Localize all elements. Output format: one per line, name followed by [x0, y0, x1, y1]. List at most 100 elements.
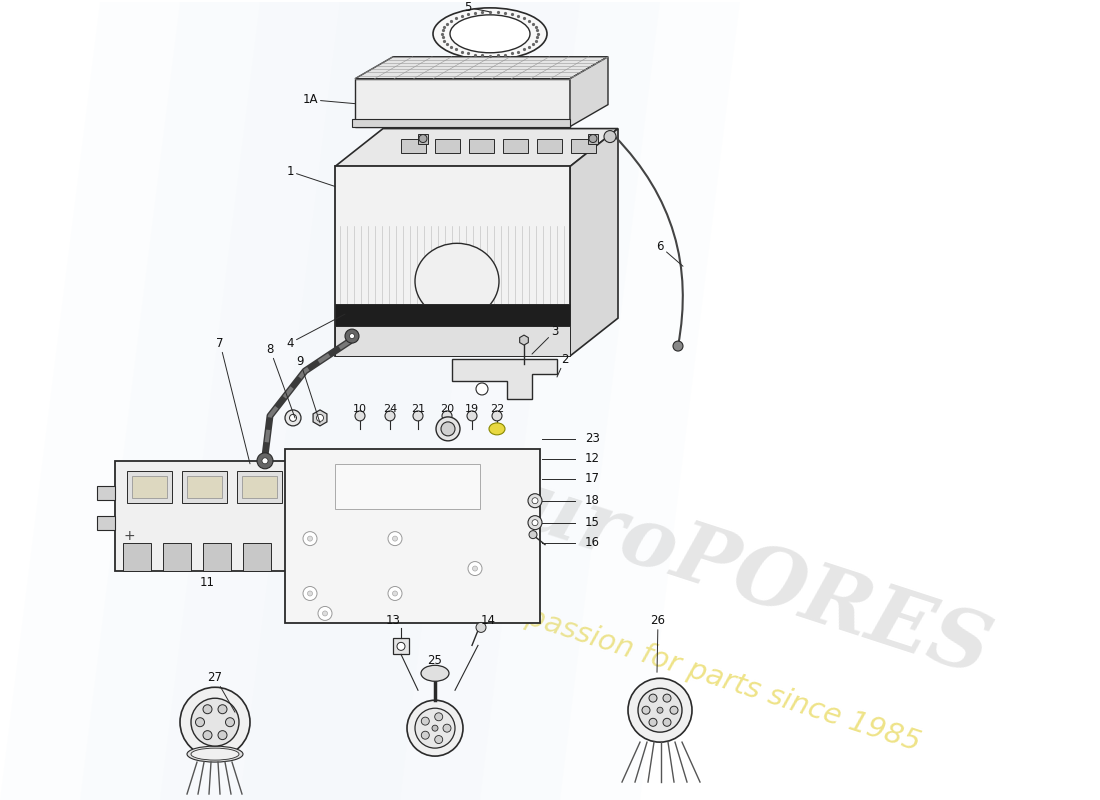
Bar: [571, 138, 596, 153]
Circle shape: [180, 687, 250, 757]
Text: 9: 9: [296, 354, 320, 423]
Bar: [236, 470, 282, 502]
Bar: [336, 304, 570, 326]
Bar: [434, 138, 460, 153]
Circle shape: [432, 725, 438, 731]
Bar: [182, 470, 227, 502]
Circle shape: [226, 718, 234, 726]
Bar: [537, 138, 562, 153]
Bar: [243, 542, 271, 570]
Circle shape: [529, 530, 537, 538]
Circle shape: [528, 494, 542, 508]
Circle shape: [532, 498, 538, 504]
Bar: [116, 461, 300, 570]
Circle shape: [204, 730, 212, 740]
Circle shape: [436, 417, 460, 441]
Circle shape: [670, 706, 678, 714]
Bar: [393, 638, 409, 654]
Text: 21: 21: [411, 404, 425, 414]
Circle shape: [468, 562, 482, 575]
Circle shape: [397, 642, 405, 650]
Text: 8: 8: [266, 342, 295, 418]
Circle shape: [308, 536, 312, 541]
Circle shape: [604, 130, 616, 142]
Circle shape: [412, 411, 424, 421]
Circle shape: [528, 516, 542, 530]
Text: 11: 11: [199, 576, 214, 589]
Ellipse shape: [191, 748, 239, 760]
Bar: [336, 166, 570, 356]
Circle shape: [638, 688, 682, 732]
Bar: [97, 486, 116, 500]
Circle shape: [419, 134, 427, 142]
Circle shape: [443, 724, 451, 732]
Bar: [336, 464, 480, 509]
Circle shape: [393, 591, 397, 596]
Circle shape: [588, 134, 597, 142]
Circle shape: [191, 698, 239, 746]
Circle shape: [649, 694, 657, 702]
Circle shape: [262, 458, 268, 464]
Circle shape: [532, 520, 538, 526]
Bar: [402, 138, 426, 153]
Circle shape: [385, 411, 395, 421]
Circle shape: [302, 532, 317, 546]
Circle shape: [663, 718, 671, 726]
Text: 16: 16: [585, 536, 600, 549]
Text: 24: 24: [383, 404, 397, 414]
Circle shape: [350, 334, 354, 338]
Text: 12: 12: [585, 452, 600, 466]
Circle shape: [657, 707, 663, 714]
Bar: [97, 516, 116, 530]
Text: +: +: [123, 529, 135, 542]
Polygon shape: [355, 57, 608, 78]
Bar: [132, 476, 167, 498]
Polygon shape: [570, 129, 618, 356]
Bar: [588, 134, 598, 143]
Circle shape: [468, 411, 477, 421]
Text: 1A: 1A: [302, 93, 355, 106]
Text: 15: 15: [585, 516, 600, 529]
Circle shape: [355, 411, 365, 421]
Text: 20: 20: [440, 404, 454, 414]
Circle shape: [345, 329, 359, 343]
Text: 3: 3: [532, 325, 559, 354]
Circle shape: [415, 708, 455, 748]
Circle shape: [434, 735, 442, 743]
Circle shape: [393, 536, 397, 541]
Text: 13: 13: [386, 614, 400, 627]
Text: 26: 26: [650, 614, 666, 672]
Bar: [336, 326, 570, 356]
Circle shape: [289, 414, 297, 422]
Circle shape: [388, 532, 401, 546]
Bar: [187, 476, 222, 498]
Ellipse shape: [415, 243, 499, 319]
Bar: [204, 542, 231, 570]
Bar: [242, 476, 277, 498]
Circle shape: [196, 718, 205, 726]
Text: 23: 23: [585, 432, 600, 446]
Ellipse shape: [433, 8, 547, 60]
Circle shape: [476, 622, 486, 632]
Polygon shape: [570, 57, 608, 126]
Polygon shape: [519, 335, 528, 345]
Circle shape: [204, 705, 212, 714]
Text: 19: 19: [465, 404, 480, 414]
Text: 17: 17: [585, 472, 600, 486]
Bar: [469, 138, 494, 153]
Circle shape: [473, 566, 477, 571]
Circle shape: [317, 414, 323, 422]
Bar: [352, 118, 570, 126]
Text: 2: 2: [557, 353, 569, 377]
Ellipse shape: [450, 15, 530, 53]
Circle shape: [218, 730, 227, 740]
Bar: [503, 138, 528, 153]
Text: 4: 4: [286, 314, 345, 350]
Bar: [418, 134, 428, 143]
Text: 18: 18: [585, 494, 600, 507]
Text: 10: 10: [353, 404, 367, 414]
Circle shape: [476, 383, 488, 395]
Text: 27: 27: [208, 670, 235, 712]
Polygon shape: [80, 2, 580, 800]
Circle shape: [434, 713, 442, 721]
